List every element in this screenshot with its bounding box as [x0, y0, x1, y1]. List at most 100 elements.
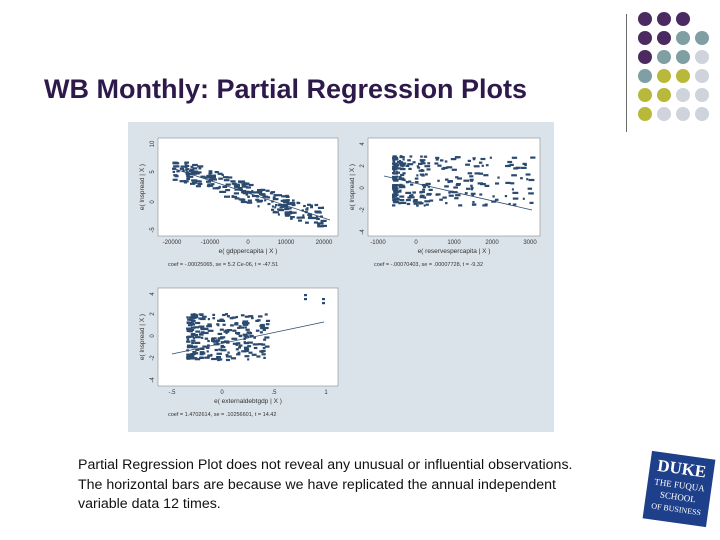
- scatter-marker: [193, 170, 199, 173]
- scatter-marker: [237, 351, 241, 354]
- scatter-marker: [405, 191, 412, 194]
- scatter-marker: [188, 172, 193, 176]
- scatter-marker: [410, 194, 414, 197]
- scatter-marker: [226, 341, 230, 344]
- scatter-marker: [194, 358, 201, 361]
- regression-plots-figure: e( lnspread | X ) -5 0 5 10 -20000 -1000…: [128, 122, 554, 432]
- scatter-marker: [273, 194, 277, 197]
- scatter-marker: [314, 203, 319, 207]
- scatter-marker: [274, 206, 277, 209]
- scatter-marker: [439, 198, 443, 201]
- scatter-marker: [242, 333, 248, 336]
- scatter-marker: [264, 336, 270, 339]
- scatter-marker: [296, 216, 300, 219]
- scatter-marker: [392, 196, 396, 199]
- scatter-marker: [210, 183, 215, 186]
- scatter-marker: [206, 350, 209, 353]
- scatter-marker: [172, 162, 180, 165]
- scatter-marker: [193, 167, 198, 170]
- scatter-marker: [219, 328, 224, 331]
- scatter-marker: [217, 172, 223, 175]
- scatter-marker: [231, 316, 237, 319]
- scatter-marker: [511, 188, 514, 191]
- scatter-marker: [199, 332, 202, 335]
- scatter-marker: [235, 315, 239, 319]
- scatter-marker: [400, 177, 405, 180]
- plot3-ytick: 2: [150, 312, 156, 316]
- scatter-marker: [419, 194, 424, 197]
- scatter-marker: [206, 325, 212, 328]
- scatter-marker: [212, 187, 219, 190]
- scatter-marker: [185, 172, 189, 175]
- scatter-marker: [234, 322, 239, 325]
- scatter-marker: [442, 166, 448, 170]
- scatter-marker: [451, 168, 457, 171]
- scatter-marker: [258, 315, 263, 318]
- plot-gdppercapita: e( lnspread | X ) -5 0 5 10 -20000 -1000…: [139, 137, 339, 268]
- logo-text-line3: SCHOOL: [659, 489, 696, 504]
- scatter-marker: [186, 321, 190, 324]
- scatter-marker: [395, 175, 399, 178]
- slide-caption: Partial Regression Plot does not reveal …: [78, 456, 638, 515]
- scatter-marker: [526, 178, 529, 181]
- scatter-marker: [208, 184, 214, 187]
- scatter-marker: [437, 164, 442, 167]
- plot1-ylabel: e( lnspread | X ): [139, 164, 146, 210]
- scatter-marker: [190, 165, 194, 168]
- scatter-marker: [263, 338, 267, 341]
- plot3-ylabel: e( lnspread | X ): [139, 314, 146, 360]
- scatter-marker: [190, 323, 196, 326]
- scatter-marker: [217, 337, 224, 340]
- scatter-marker: [204, 337, 209, 340]
- scatter-marker: [243, 346, 249, 349]
- scatter-marker: [188, 330, 193, 333]
- scatter-marker: [302, 214, 305, 217]
- scatter-marker: [445, 178, 449, 181]
- scatter-marker: [193, 334, 199, 337]
- scatter-marker: [221, 173, 224, 177]
- scatter-marker: [197, 182, 203, 186]
- scatter-marker: [271, 208, 275, 211]
- scatter-marker: [275, 194, 282, 197]
- scatter-marker: [411, 196, 415, 199]
- scatter-marker: [242, 189, 247, 193]
- scatter-marker: [393, 179, 398, 182]
- scatter-marker: [224, 340, 230, 343]
- scatter-marker: [243, 337, 246, 341]
- scatter-marker: [453, 186, 458, 189]
- plot2-ytick: -2: [360, 207, 366, 213]
- scatter-marker: [528, 192, 534, 195]
- scatter-marker: [424, 173, 428, 176]
- scatter-marker: [269, 192, 274, 195]
- scatter-marker: [245, 193, 249, 196]
- plot1-ytick: 10: [150, 140, 156, 147]
- scatter-marker: [470, 186, 474, 189]
- scatter-marker: [485, 164, 489, 167]
- scatter-marker: [515, 166, 521, 169]
- scatter-marker: [211, 339, 214, 342]
- scatter-marker: [214, 171, 219, 174]
- scatter-marker: [429, 199, 434, 202]
- scatter-marker: [211, 337, 217, 340]
- scatter-marker: [186, 346, 191, 349]
- decor-dot: [638, 50, 652, 64]
- plot2-ylabel: e( lnspread | X ): [349, 164, 356, 210]
- scatter-marker: [492, 195, 495, 198]
- scatter-marker: [307, 216, 315, 220]
- scatter-marker: [480, 157, 486, 161]
- scatter-marker: [220, 346, 226, 349]
- scatter-marker: [255, 198, 260, 201]
- scatter-marker: [219, 190, 227, 193]
- scatter-marker: [419, 196, 424, 199]
- scatter-marker: [206, 174, 211, 178]
- scatter-marker: [205, 176, 208, 179]
- decor-dot: [638, 31, 652, 45]
- scatter-marker: [307, 213, 312, 216]
- scatter-marker: [402, 172, 406, 175]
- scatter-marker: [290, 211, 297, 214]
- scatter-marker: [471, 193, 475, 197]
- scatter-marker: [190, 322, 195, 325]
- scatter-marker: [470, 184, 473, 187]
- scatter-marker: [511, 156, 518, 159]
- plot1-points: [172, 161, 327, 228]
